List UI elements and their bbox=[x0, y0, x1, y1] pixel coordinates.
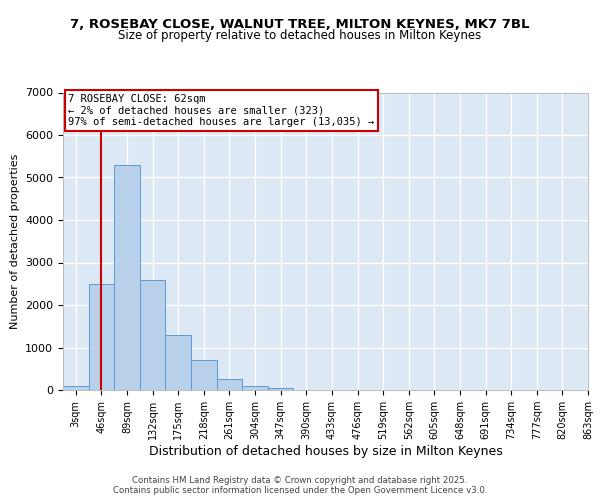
Bar bbox=[242, 386, 268, 390]
Text: Contains HM Land Registry data © Crown copyright and database right 2025.: Contains HM Land Registry data © Crown c… bbox=[132, 476, 468, 485]
Bar bbox=[166, 335, 191, 390]
X-axis label: Distribution of detached houses by size in Milton Keynes: Distribution of detached houses by size … bbox=[149, 445, 502, 458]
Text: 7 ROSEBAY CLOSE: 62sqm
← 2% of detached houses are smaller (323)
97% of semi-det: 7 ROSEBAY CLOSE: 62sqm ← 2% of detached … bbox=[68, 94, 374, 127]
Bar bbox=[140, 280, 166, 390]
Y-axis label: Number of detached properties: Number of detached properties bbox=[10, 154, 20, 329]
Bar bbox=[114, 165, 140, 390]
Text: Size of property relative to detached houses in Milton Keynes: Size of property relative to detached ho… bbox=[118, 29, 482, 42]
Bar bbox=[268, 388, 293, 390]
Bar bbox=[89, 284, 114, 390]
Bar bbox=[191, 360, 217, 390]
Bar bbox=[217, 380, 242, 390]
Bar bbox=[63, 386, 89, 390]
Text: Contains public sector information licensed under the Open Government Licence v3: Contains public sector information licen… bbox=[113, 486, 487, 495]
Text: 7, ROSEBAY CLOSE, WALNUT TREE, MILTON KEYNES, MK7 7BL: 7, ROSEBAY CLOSE, WALNUT TREE, MILTON KE… bbox=[70, 18, 530, 30]
